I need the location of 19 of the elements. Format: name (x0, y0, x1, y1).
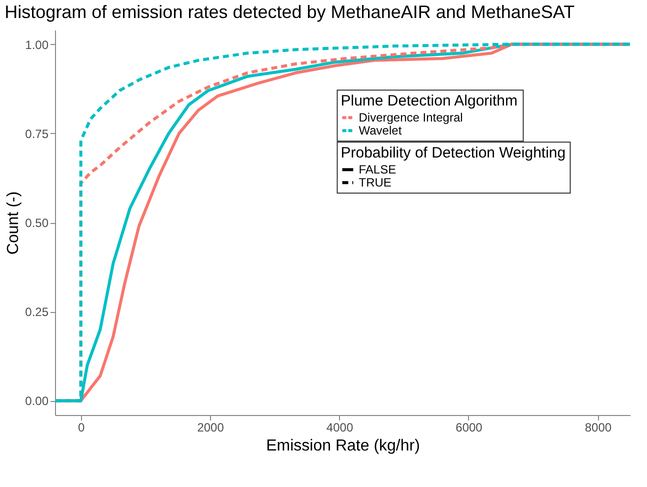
x-tick-label: 0 (78, 420, 85, 434)
legend-label: Divergence Integral (358, 110, 463, 125)
y-tick-label: 0.25 (25, 305, 49, 320)
x-tick-label: 6000 (456, 420, 483, 434)
y-tick-label: 0.00 (25, 394, 49, 408)
y-tick-label: 0.75 (25, 126, 49, 141)
annotation: TRUE (358, 176, 392, 190)
legend-label: Wavelet (358, 124, 402, 138)
y-axis-title: Count (-) (5, 191, 22, 255)
x-axis-title: Emission Rate (kg/hr) (266, 438, 420, 454)
legend-title: Plume Detection Algorithm (340, 92, 518, 110)
x-tick-label: 8000 (584, 420, 612, 434)
y-tick-label: 0.50 (25, 216, 49, 230)
annotation: Probability of Detection Weighting (340, 144, 566, 162)
x-tick-label: 4000 (326, 420, 354, 434)
x-tick-label: 2000 (197, 420, 224, 434)
chart-title: Histogram of emission rates detected by MethaneAIR and MethaneSAT (4, 2, 575, 22)
y-tick-label: 1.00 (25, 38, 49, 52)
annotation: FALSE (358, 162, 396, 177)
